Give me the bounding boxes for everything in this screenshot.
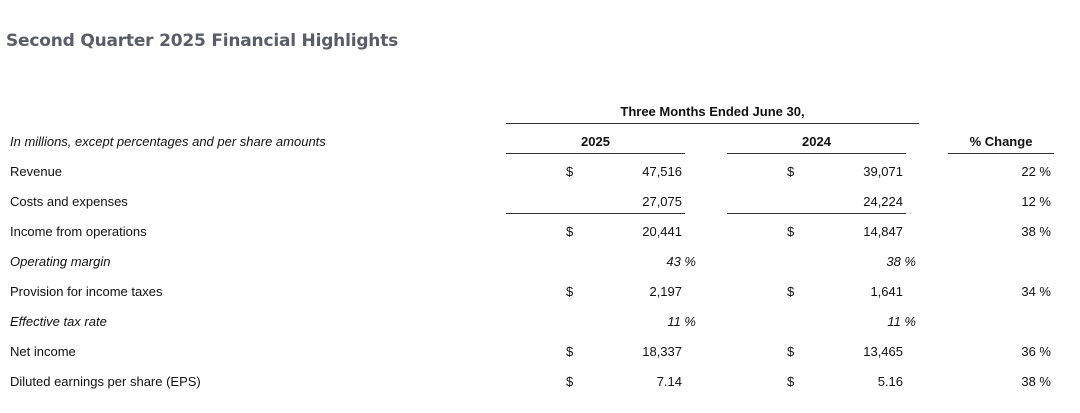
row-label: Revenue — [10, 164, 63, 179]
row-label: Effective tax rate — [10, 314, 107, 329]
value-2024: 11 % — [887, 314, 916, 329]
value-2025: 18,337 — [642, 344, 682, 359]
value-2024: 5.16 — [877, 374, 903, 389]
column-header-change: % Change — [969, 134, 1033, 149]
row-label: Diluted earnings per share (EPS) — [10, 374, 201, 389]
percent-change: 12 % — [1021, 194, 1051, 209]
column-header-2025: 2025 — [581, 134, 610, 149]
currency-2024: $ — [787, 374, 795, 389]
currency-2025: $ — [566, 224, 574, 239]
row-label: Operating margin — [10, 254, 111, 269]
percent-change: 38 % — [1021, 224, 1051, 239]
value-2025: 7.14 — [656, 374, 682, 389]
subtotal-rule-2024 — [727, 213, 906, 214]
currency-2024: $ — [787, 284, 795, 299]
subtotal-rule-2025 — [506, 213, 685, 214]
row-label: Net income — [10, 344, 76, 359]
currency-2025: $ — [566, 284, 574, 299]
percent-change: 36 % — [1021, 344, 1051, 359]
value-2025: 11 % — [667, 314, 696, 329]
currency-2024: $ — [787, 344, 795, 359]
value-2025: 27,075 — [642, 194, 682, 209]
currency-2024: $ — [787, 224, 795, 239]
header-rule-change — [948, 153, 1054, 154]
currency-2025: $ — [566, 164, 574, 179]
column-header-2024: 2024 — [802, 134, 831, 149]
currency-2025: $ — [566, 344, 574, 359]
value-2025: 20,441 — [642, 224, 682, 239]
value-2024: 13,465 — [863, 344, 903, 359]
value-2025: 43 % — [666, 254, 696, 269]
value-2024: 1,641 — [870, 284, 903, 299]
period-header: Three Months Ended June 30, — [620, 104, 805, 119]
row-label: Costs and expenses — [10, 194, 128, 209]
currency-2025: $ — [566, 374, 574, 389]
value-2024: 14,847 — [863, 224, 903, 239]
value-2024: 39,071 — [863, 164, 903, 179]
page-title: Second Quarter 2025 Financial Highlights — [6, 31, 399, 51]
row-label: Provision for income taxes — [10, 284, 163, 299]
header-rule-2025 — [506, 153, 685, 154]
header-rule-2024 — [727, 153, 906, 154]
row-header-note: In millions, except percentages and per … — [10, 134, 326, 149]
value-2024: 38 % — [886, 254, 916, 269]
value-2025: 47,516 — [642, 164, 682, 179]
row-label: Income from operations — [10, 224, 147, 239]
value-2025: 2,197 — [649, 284, 682, 299]
currency-2024: $ — [787, 164, 795, 179]
percent-change: 34 % — [1021, 284, 1051, 299]
period-header-rule — [506, 123, 919, 124]
value-2024: 24,224 — [863, 194, 903, 209]
percent-change: 22 % — [1021, 164, 1051, 179]
percent-change: 38 % — [1021, 374, 1051, 389]
